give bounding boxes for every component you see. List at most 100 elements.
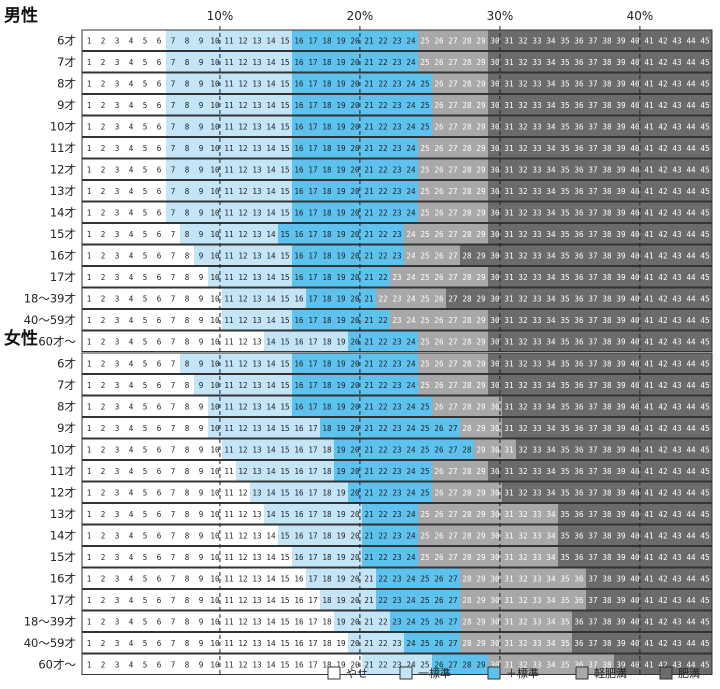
cell-number: 42	[658, 251, 667, 260]
cell-number: 3	[115, 58, 120, 67]
cell-number: 10	[210, 639, 220, 648]
cell-number: 41	[644, 58, 654, 67]
legend-item-yase: やせ	[327, 666, 368, 680]
cell-number: 16	[294, 488, 304, 497]
cell-number: 14	[266, 660, 276, 669]
cell-number: 10	[210, 58, 220, 67]
cell-number: 35	[560, 639, 569, 648]
cell-number: 29	[476, 596, 486, 605]
cell-number: 16	[294, 445, 304, 454]
cell-number: 8	[185, 58, 190, 67]
cell-number: 23	[392, 251, 401, 260]
cell-number: 38	[602, 553, 612, 562]
cell-number: 3	[115, 36, 120, 45]
cell-number: 11	[224, 488, 234, 497]
cell-number: 32	[518, 230, 527, 239]
band-yase	[82, 353, 180, 374]
cell-number: 35	[560, 337, 569, 346]
cell-number: 34	[546, 574, 556, 583]
cell-number: 13	[252, 445, 261, 454]
cell-number: 4	[129, 273, 134, 282]
cell-number: 21	[364, 79, 374, 88]
age-label: 15才	[50, 227, 76, 241]
band-light_obese	[460, 589, 586, 610]
cell-number: 30	[490, 294, 500, 303]
band-light_obese	[418, 525, 558, 546]
cell-number: 42	[658, 445, 667, 454]
band-yase	[82, 309, 222, 330]
cell-number: 25	[420, 359, 429, 368]
cell-number: 15	[280, 273, 289, 282]
cell-number: 16	[294, 208, 304, 217]
cell-number: 14	[266, 553, 276, 562]
cell-number: 37	[588, 58, 597, 67]
cell-number: 23	[392, 294, 401, 303]
cell-number: 25	[420, 617, 429, 626]
cell-number: 4	[129, 187, 134, 196]
cell-number: 26	[434, 531, 444, 540]
cell-number: 13	[252, 187, 261, 196]
cell-number: 12	[238, 208, 247, 217]
band-plus_std	[432, 654, 488, 675]
cell-number: 28	[462, 251, 472, 260]
cell-number: 28	[462, 58, 472, 67]
cell-number: 33	[532, 165, 541, 174]
cell-number: 42	[658, 273, 667, 282]
cell-number: 37	[588, 424, 597, 433]
cell-number: 36	[574, 337, 584, 346]
cell-number: 43	[672, 165, 681, 174]
cell-number: 18	[322, 445, 332, 454]
cell-number: 3	[115, 660, 120, 669]
band-yase	[82, 202, 166, 223]
section-title: 女性	[4, 328, 38, 349]
cell-number: 27	[448, 359, 457, 368]
age-label: 7才	[57, 378, 76, 392]
cell-number: 1	[87, 208, 92, 217]
cell-number: 30	[490, 122, 500, 131]
cell-number: 19	[336, 596, 346, 605]
cell-number: 3	[115, 488, 120, 497]
cell-number: 2	[101, 510, 106, 519]
cell-number: 28	[462, 381, 472, 390]
cell-number: 30	[490, 574, 500, 583]
cell-number: 41	[644, 165, 654, 174]
cell-number: 31	[504, 165, 514, 174]
cell-number: 35	[560, 208, 569, 217]
percent-label: 40%	[627, 9, 654, 23]
cell-number: 3	[115, 381, 120, 390]
cell-number: 9	[199, 316, 204, 325]
cell-number: 37	[588, 294, 597, 303]
cell-number: 24	[406, 553, 416, 562]
cell-number: 4	[129, 165, 134, 174]
cell-number: 16	[294, 510, 304, 519]
cell-number: 8	[185, 122, 190, 131]
cell-number: 31	[504, 101, 514, 110]
cell-number: 21	[364, 359, 374, 368]
band-minus_std	[306, 568, 376, 589]
cell-number: 27	[448, 553, 457, 562]
cell-number: 38	[602, 79, 612, 88]
cell-number: 32	[518, 596, 527, 605]
cell-number: 23	[392, 359, 401, 368]
table-row: 12才 1 2 3 4 5 6 7 8 9 10 11 12 13 14 15 16 17 18 19 20 21 22 23…	[50, 158, 713, 180]
cell-number: 36	[574, 251, 584, 260]
cell-number: 25	[420, 230, 429, 239]
cell-number: 7	[171, 294, 176, 303]
cell-number: 39	[616, 531, 626, 540]
band-light_obese	[418, 137, 488, 158]
cell-number: 5	[143, 574, 148, 583]
cell-number: 44	[686, 251, 696, 260]
cell-number: 9	[199, 553, 204, 562]
cell-number: 18	[322, 79, 332, 88]
cell-number: 17	[308, 574, 317, 583]
row-border	[81, 632, 713, 654]
cell-number: 43	[672, 424, 681, 433]
cell-number: 5	[143, 337, 148, 346]
cell-number: 40	[630, 122, 640, 131]
cell-number: 42	[658, 639, 667, 648]
cell-number: 12	[238, 101, 247, 110]
cell-number: 16	[294, 101, 304, 110]
cell-number: 9	[199, 187, 204, 196]
cell-number: 29	[476, 58, 486, 67]
cell-number: 6	[157, 574, 162, 583]
